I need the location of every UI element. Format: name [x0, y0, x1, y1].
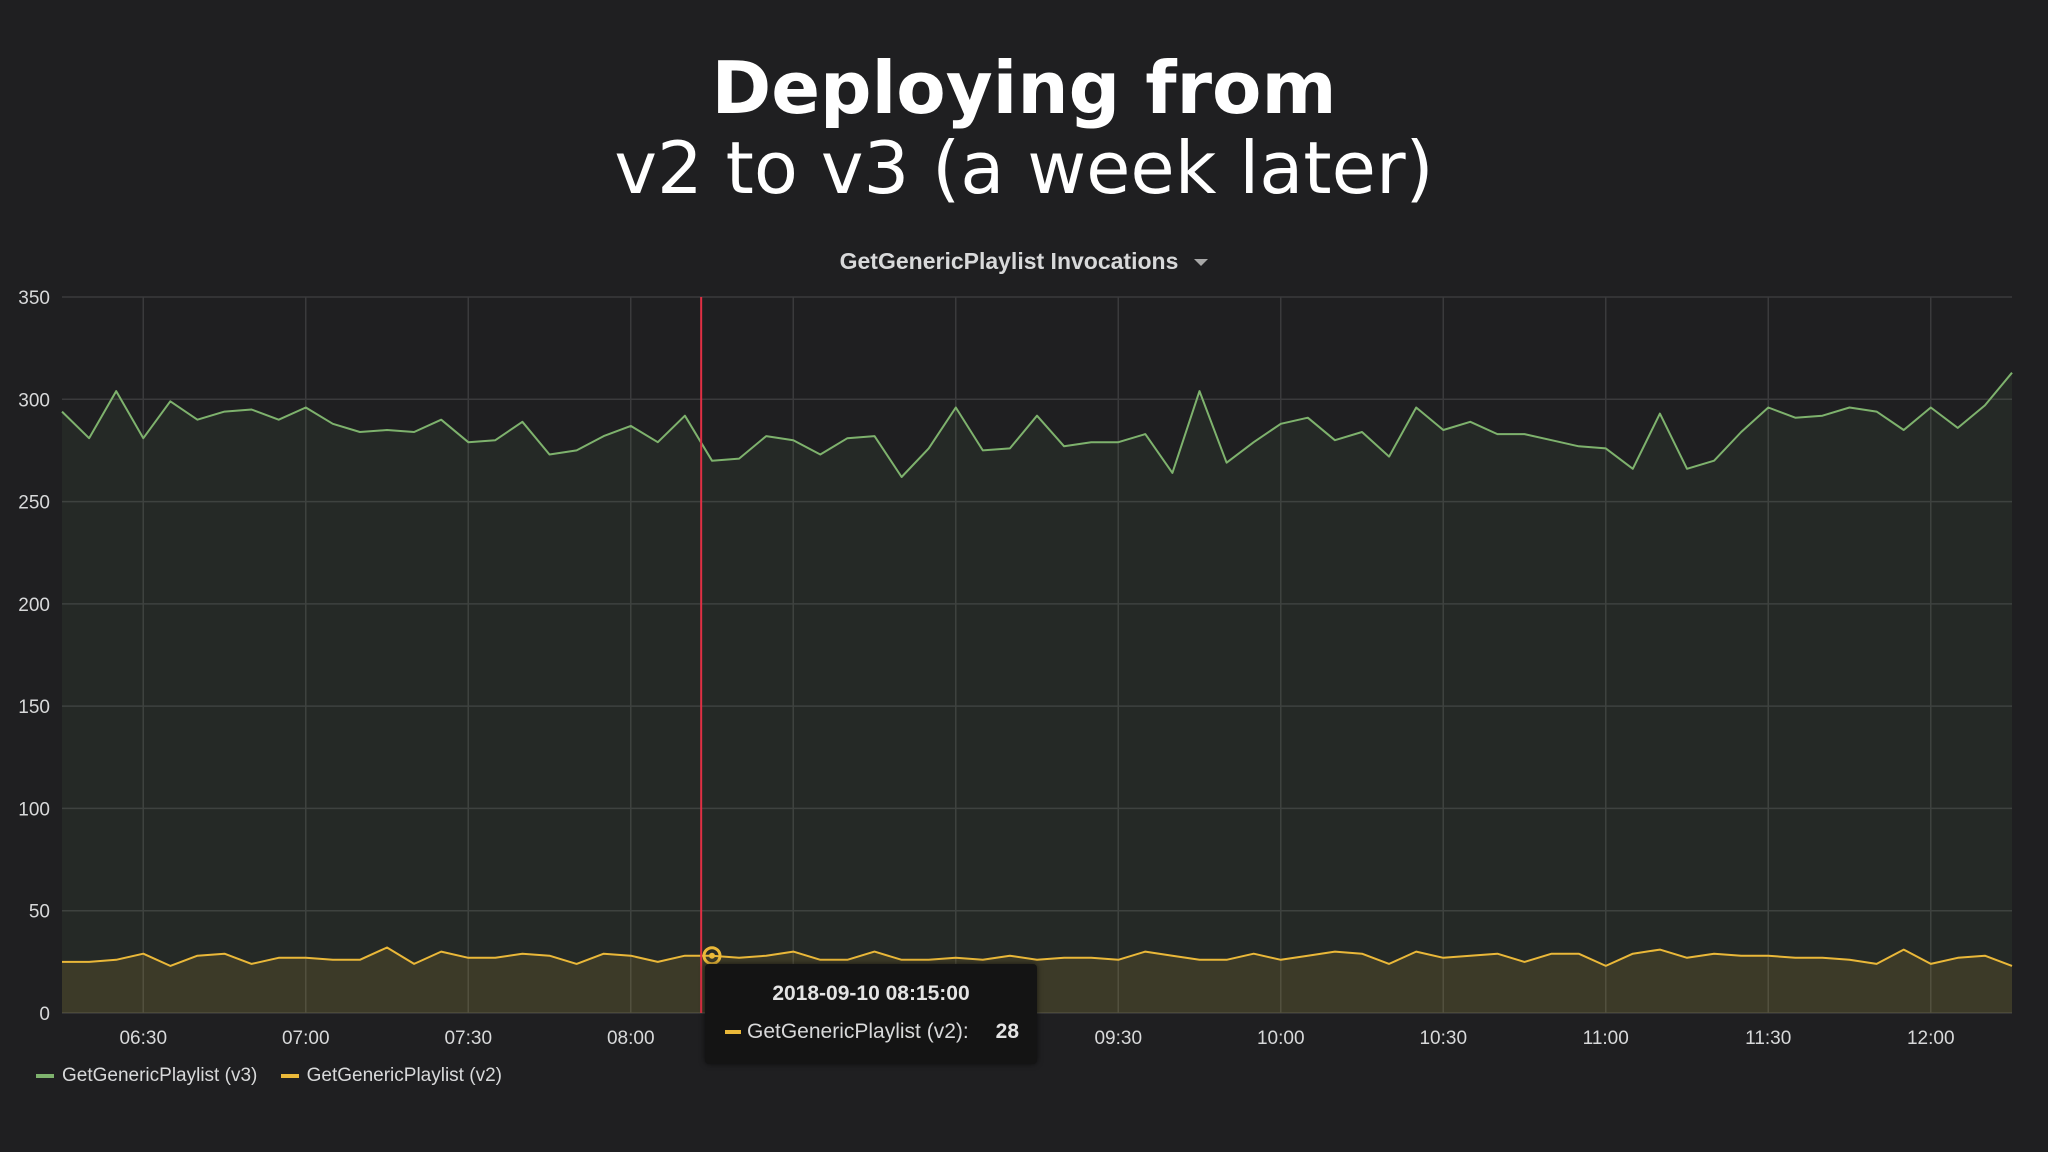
series-area — [62, 947, 2012, 1013]
x-tick-label: 10:00 — [1257, 1028, 1305, 1049]
slide-title-line2: v2 to v3 (a week later) — [614, 126, 1434, 210]
x-tick-label: 07:30 — [444, 1028, 492, 1049]
tooltip-time: 2018-09-10 08:15:00 — [772, 982, 970, 1005]
series-line — [62, 946, 2013, 967]
x-tick-label: 09:30 — [1094, 1028, 1142, 1049]
hover-point — [702, 946, 722, 966]
y-tick-label: 0 — [39, 1004, 50, 1025]
x-tick-label: 11:00 — [1583, 1028, 1629, 1049]
x-tick-label: 11:30 — [1745, 1028, 1791, 1049]
tooltip-value: 28 — [995, 1020, 1019, 1043]
tooltip-row: GetGenericPlaylist (v2): 28 — [725, 1020, 1019, 1044]
x-tick-label: 12:00 — [1907, 1028, 1955, 1049]
tooltip-series-swatch — [725, 1030, 741, 1035]
x-tick-label: 06:30 — [119, 1028, 167, 1049]
x-tick-label: 10:30 — [1419, 1028, 1467, 1049]
slide-title-line1: Deploying from — [711, 46, 1337, 130]
y-tick-label: 350 — [18, 288, 50, 309]
legend-swatch-v2 — [280, 1073, 299, 1078]
series-area — [62, 372, 2012, 1013]
legend-swatch-v3 — [36, 1073, 54, 1078]
tooltip-series-name: GetGenericPlaylist (v2): — [747, 1020, 969, 1043]
y-tick-label: 100 — [18, 799, 50, 820]
x-tick-label: 07:00 — [282, 1028, 330, 1049]
hover-point-center — [709, 952, 715, 959]
panel-title-text: GetGenericPlaylist Invocations — [839, 248, 1179, 274]
x-tick-label: 08:00 — [607, 1028, 655, 1049]
y-tick-label: 50 — [29, 902, 50, 923]
legend-label-v3: GetGenericPlaylist (v3) — [62, 1065, 258, 1086]
legend-item-v3[interactable]: GetGenericPlaylist (v3) — [36, 1065, 257, 1087]
chart-tooltip: 2018-09-10 08:15:00 GetGenericPlaylist (… — [705, 964, 1037, 1064]
legend-item-v2[interactable]: GetGenericPlaylist (v2) — [280, 1065, 502, 1087]
chart-legend: GetGenericPlaylist (v3) GetGenericPlayli… — [36, 1065, 520, 1087]
slide-title: Deploying from v2 to v3 (a week later) — [0, 48, 2048, 208]
series-line — [61, 372, 2013, 478]
panel-title[interactable]: GetGenericPlaylist Invocations — [0, 248, 2048, 275]
chevron-down-icon[interactable] — [1194, 259, 1209, 267]
y-tick-label: 150 — [18, 697, 50, 718]
y-tick-label: 200 — [18, 595, 50, 616]
y-tick-label: 250 — [18, 493, 50, 514]
legend-label-v2: GetGenericPlaylist (v2) — [306, 1065, 502, 1086]
y-tick-label: 300 — [18, 390, 50, 411]
